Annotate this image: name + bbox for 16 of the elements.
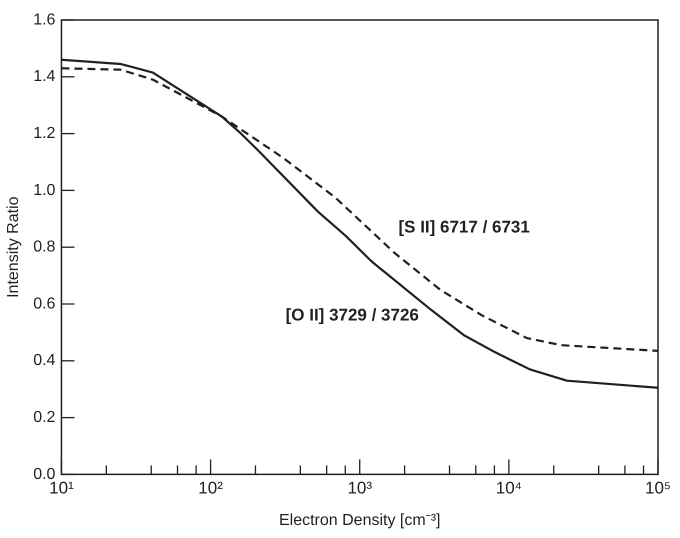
y-tick-label: 0.8 [33,238,56,256]
series-label: [S II] 6717 / 6731 [398,218,530,237]
y-tick-label: 1.6 [33,11,56,28]
series-label: [O II] 3729 / 3726 [286,305,419,324]
y-tick-label: 0.2 [33,409,56,426]
y-tick-label: 1.2 [33,125,56,142]
y-tick-label: 1.0 [33,182,56,199]
y-tick-label: 0.4 [33,352,56,370]
y-tick-label: 0.6 [33,295,56,312]
x-tick-label: 10³ [347,478,372,498]
y-axis-title: Intensity Ratio [5,196,22,298]
x-tick-label: 10² [198,478,224,498]
y-tick-label: 1.4 [33,68,56,86]
x-axis-title: Electron Density [cm⁻³] [278,512,440,529]
x-tick-label: 10⁴ [496,478,522,498]
x-tick-label: 10⁵ [645,478,671,498]
